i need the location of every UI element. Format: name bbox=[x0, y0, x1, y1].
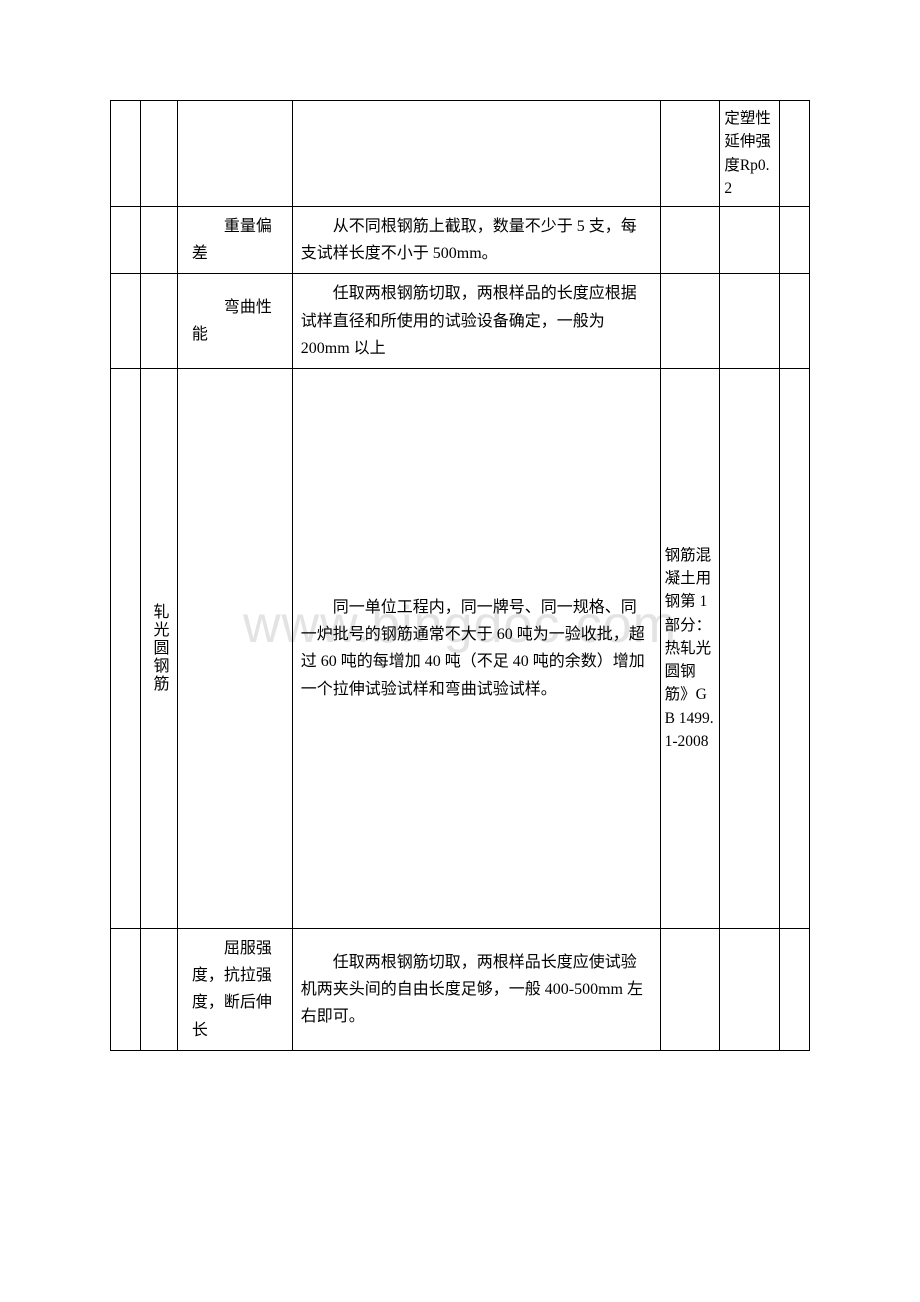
empty-cell bbox=[660, 928, 720, 1050]
content-cell: 任取两根钢筋切取，两根样品长度应使试验机两夹头间的自由长度足够，一般 400-5… bbox=[292, 928, 660, 1050]
empty-cell bbox=[720, 368, 780, 928]
empty-cell bbox=[780, 928, 810, 1050]
spec-note-cell: 定塑性延伸强度Rp0.2 bbox=[720, 101, 780, 207]
empty-cell bbox=[140, 928, 177, 1050]
empty-cell bbox=[660, 101, 720, 207]
empty-cell bbox=[720, 207, 780, 274]
table-row: 定塑性延伸强度Rp0.2 bbox=[111, 101, 810, 207]
table-row: 屈服强度，抗拉强度，断后伸长 任取两根钢筋切取，两根样品长度应使试验机两夹头间的… bbox=[111, 928, 810, 1050]
empty-cell bbox=[660, 207, 720, 274]
content-cell: 同一单位工程内，同一牌号、同一规格、同一炉批号的钢筋通常不大于 60 吨为一验收… bbox=[292, 368, 660, 928]
empty-cell bbox=[140, 101, 177, 207]
empty-cell bbox=[292, 101, 660, 207]
empty-cell bbox=[111, 207, 141, 274]
material-type-cell: 轧光圆钢筋 bbox=[140, 368, 177, 928]
empty-cell bbox=[660, 274, 720, 369]
empty-cell bbox=[780, 101, 810, 207]
spec-table: 定塑性延伸强度Rp0.2 重量偏差 从不同根钢筋上截取，数量不少于 5 支，每支… bbox=[110, 100, 810, 1051]
empty-cell bbox=[720, 274, 780, 369]
empty-cell bbox=[111, 274, 141, 369]
empty-cell bbox=[140, 207, 177, 274]
empty-cell bbox=[780, 207, 810, 274]
label-cell: 重量偏差 bbox=[177, 207, 292, 274]
empty-cell bbox=[177, 368, 292, 928]
label-cell: 屈服强度，抗拉强度，断后伸长 bbox=[177, 928, 292, 1050]
empty-cell bbox=[720, 928, 780, 1050]
content-cell: 从不同根钢筋上截取，数量不少于 5 支，每支试样长度不小于 500mm。 bbox=[292, 207, 660, 274]
empty-cell bbox=[111, 928, 141, 1050]
empty-cell bbox=[177, 101, 292, 207]
table-row: 重量偏差 从不同根钢筋上截取，数量不少于 5 支，每支试样长度不小于 500mm… bbox=[111, 207, 810, 274]
empty-cell bbox=[780, 368, 810, 928]
label-cell: 弯曲性能 bbox=[177, 274, 292, 369]
table-row: 弯曲性能 任取两根钢筋切取，两根样品的长度应根据试样直径和所使用的试验设备确定，… bbox=[111, 274, 810, 369]
empty-cell bbox=[140, 274, 177, 369]
empty-cell bbox=[111, 101, 141, 207]
standard-ref-cell: 钢筋混凝土用钢第 1部分：热轧光圆钢筋》GB 1499.1-2008 bbox=[660, 368, 720, 928]
empty-cell bbox=[780, 274, 810, 369]
empty-cell bbox=[111, 368, 141, 928]
content-cell: 任取两根钢筋切取，两根样品的长度应根据试样直径和所使用的试验设备确定，一般为 2… bbox=[292, 274, 660, 369]
table-row: 轧光圆钢筋 同一单位工程内，同一牌号、同一规格、同一炉批号的钢筋通常不大于 60… bbox=[111, 368, 810, 928]
